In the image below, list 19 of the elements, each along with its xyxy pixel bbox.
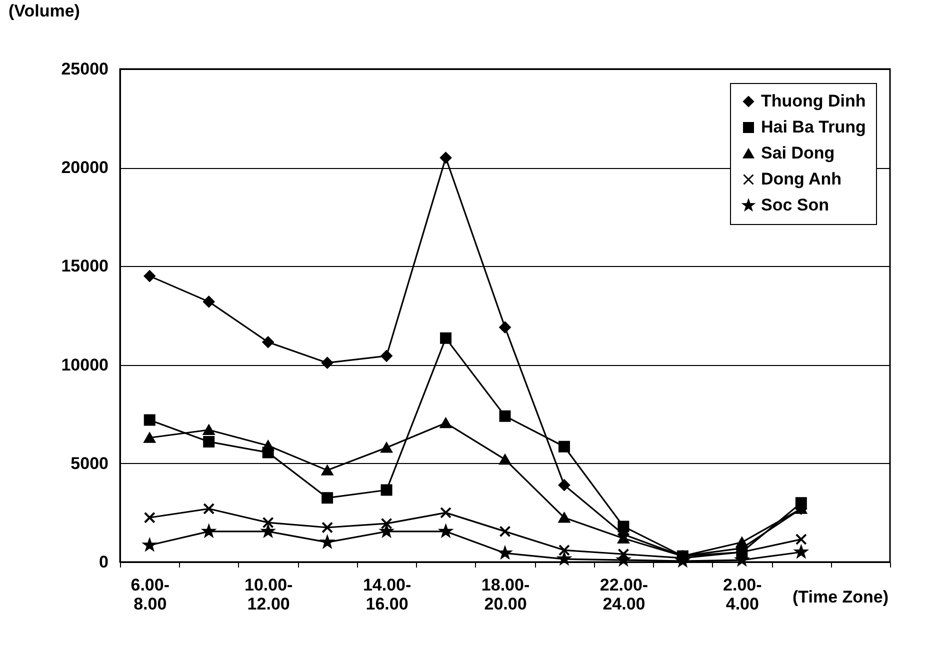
y-tick-label: 10000 (61, 355, 108, 374)
x-tick-label: 14.00- 16.00 (362, 576, 412, 614)
y-tick-label: 20000 (61, 158, 108, 178)
x-tick-label: 6.00- 8.00 (130, 576, 170, 614)
legend-label: Sai Dong (761, 144, 835, 162)
x-tick-label: 22.00- 24.00 (600, 576, 648, 614)
legend-label: Dong Anh (761, 170, 842, 188)
y-tick-label: 25000 (61, 60, 108, 78)
x-tick-label: 2.00- 4.00 (723, 576, 762, 614)
y-axis-title: (Volume) (8, 2, 80, 20)
x-tick-label: 10.00- 12.00 (244, 576, 293, 614)
legend-label: Hai Ba Trung (761, 118, 866, 136)
y-tick-label: 5000 (70, 454, 108, 473)
y-tick-label: 0 (99, 552, 108, 572)
x-tick-label: 18.00- 20.00 (481, 576, 530, 614)
x-axis-title: (Time Zone) (792, 588, 889, 606)
legend-label: Thuong Dinh (761, 92, 866, 110)
y-tick-label: 15000 (61, 256, 108, 276)
legend-label: Soc Son (761, 196, 830, 214)
